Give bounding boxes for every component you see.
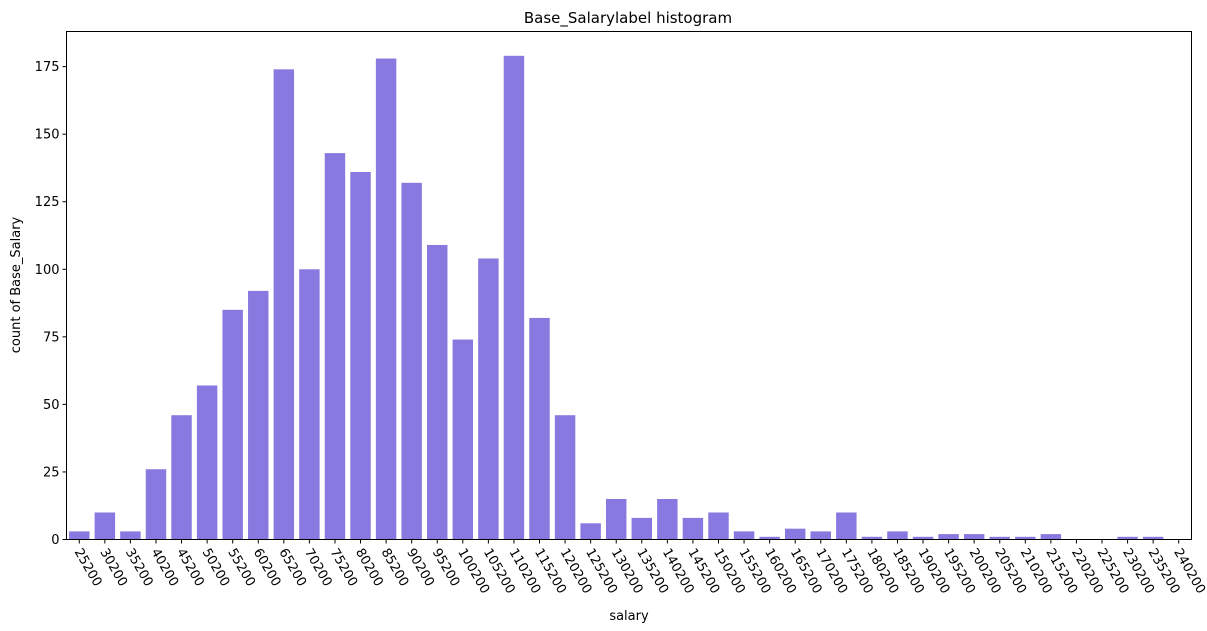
y-axis-title: count of Base_Salary <box>9 216 24 353</box>
bar-80200 <box>350 172 371 540</box>
bar-175200 <box>836 512 857 540</box>
bar-90200 <box>401 182 422 540</box>
bar-110200 <box>503 55 525 540</box>
bar-25200 <box>69 531 90 540</box>
y-tick-label-150: 150 <box>35 128 60 143</box>
y-tick-label-175: 175 <box>35 60 60 75</box>
bar-120200 <box>554 415 576 540</box>
bar-150200 <box>708 512 729 540</box>
bar-185200 <box>887 531 908 540</box>
bar-115200 <box>529 317 550 540</box>
bar-180200 <box>861 536 883 540</box>
bar-105200 <box>478 258 499 540</box>
bar-135200 <box>631 517 653 540</box>
bar-160200 <box>759 536 780 540</box>
bar-190200 <box>912 536 934 540</box>
bar-50200 <box>196 385 218 540</box>
bar-230200 <box>1117 536 1138 540</box>
bar-200200 <box>963 534 985 540</box>
bar-130200 <box>605 498 627 540</box>
x-axis: 2520030200352004020045200502005520060200… <box>71 539 1207 596</box>
bar-155200 <box>733 531 755 540</box>
bar-170200 <box>810 531 831 540</box>
bar-215200 <box>1040 534 1062 540</box>
y-tick-label-100: 100 <box>35 263 60 278</box>
y-tick-label-0: 0 <box>51 533 59 548</box>
bar-30200 <box>94 512 116 540</box>
bar-60200 <box>248 290 269 540</box>
bar-65200 <box>273 69 295 540</box>
plot-frame <box>66 31 1192 540</box>
chart-title: Base_Salarylabel histogram <box>524 9 732 28</box>
bar-55200 <box>222 309 243 540</box>
bar-95200 <box>427 244 448 540</box>
y-tick-label-50: 50 <box>43 398 60 413</box>
y-tick-label-75: 75 <box>43 330 60 345</box>
bar-235200 <box>1142 536 1164 540</box>
bar-85200 <box>375 58 397 540</box>
bar-45200 <box>171 415 192 540</box>
bar-125200 <box>580 523 601 540</box>
y-tick-label-25: 25 <box>43 465 60 480</box>
bar-210200 <box>1015 536 1036 540</box>
bar-70200 <box>299 269 320 540</box>
bar-165200 <box>784 528 806 540</box>
bar-100200 <box>452 339 474 540</box>
bar-195200 <box>938 534 959 540</box>
y-tick-label-125: 125 <box>35 195 60 210</box>
bar-145200 <box>682 517 704 540</box>
bars-group <box>69 55 1164 540</box>
bar-75200 <box>324 153 346 540</box>
bar-40200 <box>145 469 167 540</box>
bar-140200 <box>657 498 678 540</box>
bar-205200 <box>989 536 1010 540</box>
bar-35200 <box>120 531 141 540</box>
x-axis-title: salary <box>609 609 649 624</box>
y-axis: 0 25 50 75 100 125 150 175 <box>35 60 67 548</box>
